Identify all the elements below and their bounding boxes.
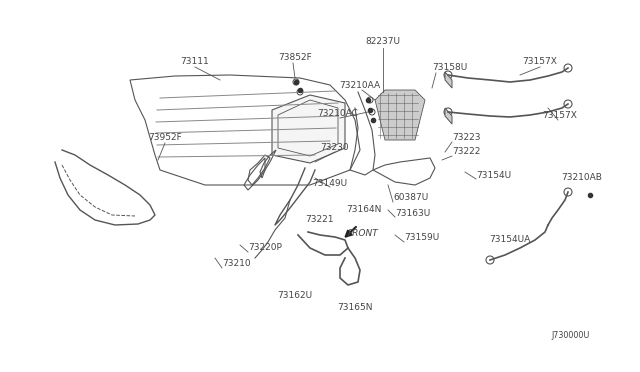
Text: 73222: 73222 [452,148,481,157]
Text: 73149U: 73149U [312,179,348,187]
Polygon shape [375,90,425,140]
Text: 73157X: 73157X [523,58,557,67]
Text: FRONT: FRONT [348,228,379,237]
Text: 73221: 73221 [305,215,333,224]
Text: 73163U: 73163U [395,208,430,218]
Text: 73210: 73210 [222,259,251,267]
Text: 73220P: 73220P [248,244,282,253]
Text: 73230: 73230 [321,144,349,153]
Text: 73210AC: 73210AC [317,109,358,118]
Text: 73154U: 73154U [476,170,511,180]
Text: 73157X: 73157X [543,110,577,119]
Text: 73154UA: 73154UA [490,235,531,244]
Text: J730000U: J730000U [552,330,590,340]
Text: 82237U: 82237U [365,38,401,46]
Text: 73852F: 73852F [278,52,312,61]
Text: 73159U: 73159U [404,234,439,243]
Text: 73158U: 73158U [432,64,467,73]
Polygon shape [445,108,452,124]
Text: 73165N: 73165N [337,304,372,312]
Text: 73952F: 73952F [148,134,182,142]
Text: 73111: 73111 [180,58,209,67]
Text: 73223: 73223 [452,134,481,142]
Polygon shape [445,72,452,88]
Text: 73164N: 73164N [346,205,381,215]
Text: 73162U: 73162U [277,291,312,299]
Text: 73210AA: 73210AA [339,80,381,90]
Polygon shape [272,95,345,163]
Text: 73210AB: 73210AB [561,173,602,183]
Text: 60387U: 60387U [393,193,428,202]
